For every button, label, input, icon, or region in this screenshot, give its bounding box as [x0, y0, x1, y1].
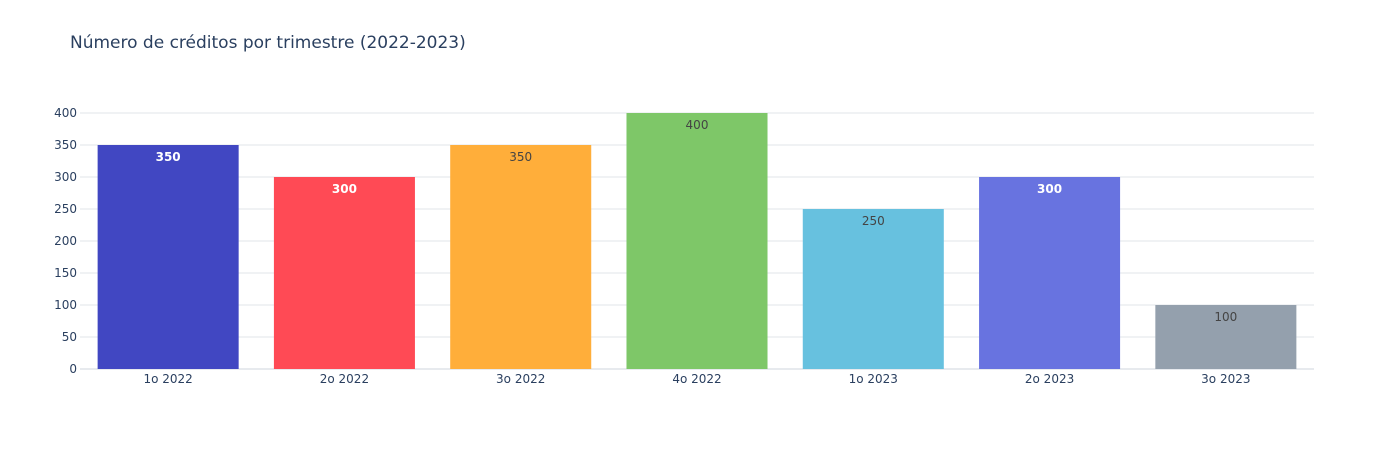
data-label: 350	[156, 150, 181, 164]
y-tick-label: 50	[62, 330, 77, 344]
bar	[273, 177, 415, 369]
bar	[802, 209, 944, 369]
chart-title: Número de créditos por trimestre (2022-2…	[70, 33, 466, 53]
bar	[97, 145, 239, 369]
x-tick-label: 3o 2022	[496, 372, 545, 386]
x-tick-label: 1o 2022	[143, 372, 192, 386]
y-tick-label: 100	[54, 298, 77, 312]
x-tick-label: 2o 2022	[320, 372, 369, 386]
x-tick-label: 2o 2023	[1025, 372, 1074, 386]
bar	[979, 177, 1121, 369]
data-label: 300	[1037, 182, 1062, 196]
y-tick-label: 400	[54, 106, 77, 120]
data-label: 300	[332, 182, 357, 196]
bar	[626, 113, 768, 369]
data-label: 350	[509, 150, 532, 164]
x-tick-label: 1o 2023	[849, 372, 898, 386]
y-tick-label: 200	[54, 234, 77, 248]
y-tick-label: 350	[54, 138, 77, 152]
y-tick-label: 250	[54, 202, 77, 216]
data-label: 250	[862, 214, 885, 228]
y-tick-label: 300	[54, 170, 77, 184]
data-label: 100	[1214, 310, 1237, 324]
y-tick-label: 150	[54, 266, 77, 280]
bar	[450, 145, 592, 369]
bar	[1155, 305, 1297, 369]
x-tick-label: 4o 2022	[672, 372, 721, 386]
y-tick-label: 0	[69, 362, 77, 376]
x-tick-label: 3o 2023	[1201, 372, 1250, 386]
data-label: 400	[686, 118, 709, 132]
